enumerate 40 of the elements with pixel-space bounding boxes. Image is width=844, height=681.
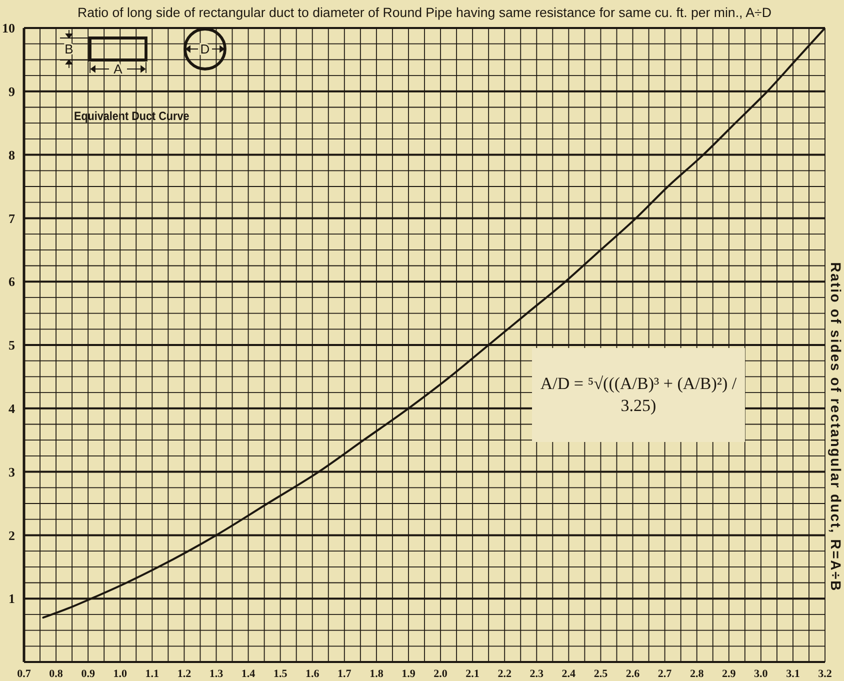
x-tick-label: 3.0 — [754, 668, 768, 680]
x-tick-label: 0.8 — [49, 668, 64, 680]
x-tick-label: 1.6 — [305, 668, 320, 680]
x-tick-label: 3.1 — [786, 668, 800, 680]
y-tick-label: 4 — [8, 401, 16, 416]
y-tick-label: 3 — [8, 464, 16, 480]
x-tick-label: 2.5 — [594, 668, 608, 680]
y-tick-label: 2 — [8, 528, 15, 543]
y-tick-label: 7 — [8, 210, 16, 226]
x-tick-label: 2.8 — [690, 668, 704, 680]
x-tick-label: 3.2 — [818, 668, 832, 680]
annotation: D — [200, 42, 210, 56]
x-tick-label: 0.7 — [17, 668, 32, 680]
y-tick-label: 5 — [8, 338, 16, 353]
x-tick-label: 1.4 — [241, 668, 256, 680]
x-tick-label: 2.3 — [530, 668, 544, 680]
x-tick-label: 2.0 — [434, 668, 448, 680]
x-tick-label: 2.6 — [626, 668, 640, 680]
x-tick-label: 2.2 — [498, 668, 512, 680]
y-tick-label: 9 — [8, 84, 16, 100]
x-tick-label: 0.9 — [81, 668, 96, 680]
x-tick-label: 1.3 — [209, 668, 224, 680]
x-axis-title: Ratio of long side of rectangular duct to diameter of Round Pipe having same resistance for same cu. ft. per min., A÷D — [76, 5, 772, 20]
x-tick-label: 2.7 — [658, 668, 672, 680]
y-tick-label: 10 — [2, 20, 15, 36]
x-tick-label: 1.9 — [402, 668, 416, 680]
y-tick-label: 8 — [8, 147, 16, 162]
annotation: A/D = ⁵√(((A/B)³ + (A/B)²) / 3.25) — [539, 373, 738, 417]
x-tick-label: 2.4 — [562, 668, 576, 680]
x-tick-label: 1.8 — [370, 668, 384, 680]
x-tick-label: 1.1 — [145, 668, 160, 680]
y-tick-label: 6 — [8, 274, 16, 290]
x-tick-label: 1.0 — [113, 668, 128, 680]
x-tick-label: 2.9 — [722, 668, 736, 680]
x-tick-label: 2.1 — [466, 668, 480, 680]
x-tick-label: 1.5 — [273, 668, 288, 680]
x-tick-label: 1.2 — [177, 668, 192, 680]
y-axis-title: Ratio of sides of rectangular duct, R=A÷B — [828, 262, 844, 592]
y-tick-label: 1 — [8, 591, 15, 606]
x-tick-label: 1.7 — [338, 668, 352, 680]
